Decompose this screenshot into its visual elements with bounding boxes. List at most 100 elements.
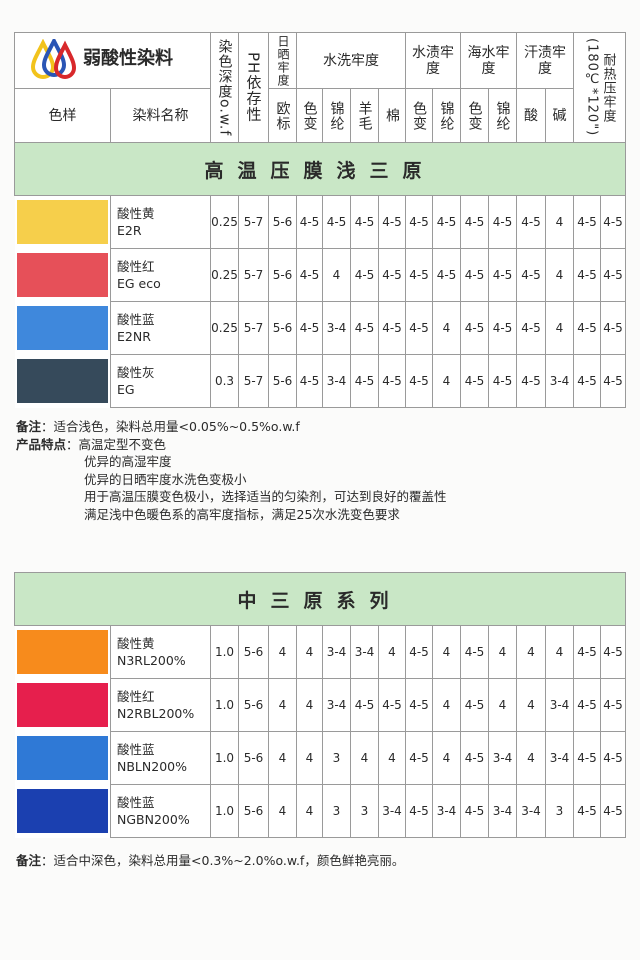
section-title: 中三原系列: [14, 572, 626, 626]
color-swatch-cell: [14, 625, 111, 679]
value-cell: 3-4: [488, 731, 517, 785]
value-cell: 4-5: [296, 354, 323, 408]
value-cell: 3-4: [545, 731, 574, 785]
color-swatch: [16, 306, 108, 350]
value-cell: 4-5: [405, 354, 433, 408]
dye-name-cell: 酸性黄 E2R: [110, 195, 211, 249]
value-cell: 5-6: [268, 195, 297, 249]
value-cell: 3-4: [488, 784, 517, 838]
sub-header: 色变: [460, 88, 489, 143]
value-cell: 4: [268, 784, 297, 838]
value-cell: 5-6: [238, 731, 269, 785]
value-cell: 4-5: [488, 301, 517, 355]
color-swatch: [16, 789, 108, 833]
value-cell: 4-5: [460, 354, 489, 408]
value-cell: 4: [516, 678, 546, 732]
value-cell: 4-5: [432, 195, 461, 249]
value-cell: 5-6: [238, 784, 269, 838]
value-cell: 4: [268, 731, 297, 785]
sub-header: 色变: [405, 88, 433, 143]
value-cell: 3-4: [322, 354, 351, 408]
value-cell: 4-5: [296, 301, 323, 355]
light-header: 日晒牢度: [268, 32, 297, 89]
value-cell: 5-6: [268, 301, 297, 355]
value-cell: 4-5: [350, 195, 379, 249]
sub-header: 锦纶: [322, 88, 351, 143]
value-cell: 4: [350, 731, 379, 785]
value-cell: 4-5: [322, 195, 351, 249]
value-cell: 4-5: [573, 301, 601, 355]
section-title: 高温压膜浅三原: [14, 142, 626, 196]
value-cell: 4: [268, 625, 297, 679]
value-cell: 4-5: [350, 301, 379, 355]
value-cell: 0.25: [210, 248, 239, 302]
value-cell: 4-5: [350, 248, 379, 302]
value-cell: 1.0: [210, 784, 239, 838]
table-row: 酸性蓝 NBLN200% 1.0 5-6 4 4 3 4 4 4-5 4 4-5 3-4 4 3-4 4-5 4…: [14, 731, 626, 785]
depth-header: 染色深度o.w.f: [210, 32, 239, 143]
value-cell: 4-5: [405, 731, 433, 785]
sub-header: 锦纶: [432, 88, 461, 143]
value-cell: 0.3: [210, 354, 239, 408]
value-cell: 4-5: [460, 625, 489, 679]
value-cell: 3: [350, 784, 379, 838]
drops-logo-icon: [30, 38, 77, 79]
value-cell: 4-5: [296, 248, 323, 302]
color-swatch-cell: [14, 248, 111, 302]
value-cell: 4-5: [378, 301, 406, 355]
value-cell: 4: [432, 731, 461, 785]
value-cell: 4: [432, 354, 461, 408]
swatch-header: 色样: [14, 88, 111, 143]
value-cell: 4-5: [460, 248, 489, 302]
value-cell: 4: [296, 625, 323, 679]
value-cell: 4: [545, 301, 574, 355]
value-cell: 4-5: [516, 248, 546, 302]
dye-name-cell: 酸性蓝 NGBN200%: [110, 784, 211, 838]
value-cell: 4-5: [600, 625, 626, 679]
color-swatch: [16, 683, 108, 727]
value-cell: 4: [516, 731, 546, 785]
name-header: 染料名称: [110, 88, 211, 143]
table-row: 酸性黄 E2R 0.25 5-7 5-6 4-5 4-5 4-5 4-5 4-5 4-5 4-5 4-5…: [14, 195, 626, 249]
value-cell: 3-4: [350, 625, 379, 679]
value-cell: 3-4: [516, 784, 546, 838]
value-cell: 4-5: [405, 195, 433, 249]
eu-header: 欧标: [268, 88, 297, 143]
value-cell: 4-5: [573, 354, 601, 408]
value-cell: 4: [488, 678, 517, 732]
dye-table-1: 弱酸性染料 染色深度o.w.f PH依存性 日晒牢度 水洗牢度 水渍牢度 海水牢…: [14, 32, 626, 408]
value-cell: 5-7: [238, 301, 269, 355]
value-cell: 4-5: [405, 248, 433, 302]
heat-header: 耐热压牢度(180℃*120"): [573, 32, 626, 143]
value-cell: 3-4: [322, 625, 351, 679]
table-row: 酸性红 N2RBL200% 1.0 5-6 4 4 3-4 4-5 4-5 4-5 4 4-5 4 4 3-…: [14, 678, 626, 732]
value-cell: 5-7: [238, 195, 269, 249]
dye-name-cell: 酸性蓝 E2NR: [110, 301, 211, 355]
value-cell: 4-5: [460, 678, 489, 732]
value-cell: 4-5: [573, 731, 601, 785]
value-cell: 4-5: [378, 248, 406, 302]
dye-name-cell: 酸性红 N2RBL200%: [110, 678, 211, 732]
value-cell: 4: [545, 625, 574, 679]
value-cell: 4-5: [405, 678, 433, 732]
sub-header: 棉: [378, 88, 406, 143]
color-swatch: [16, 359, 108, 403]
value-cell: 4-5: [600, 301, 626, 355]
value-cell: 4-5: [488, 248, 517, 302]
value-cell: 4-5: [432, 248, 461, 302]
value-cell: 4-5: [573, 625, 601, 679]
value-cell: 4: [378, 625, 406, 679]
color-swatch: [16, 736, 108, 780]
value-cell: 4-5: [405, 784, 433, 838]
value-cell: 4: [432, 301, 461, 355]
table-row: 酸性红 EG eco 0.25 5-7 5-6 4-5 4 4-5 4-5 4-5 4-5 4-5 4-…: [14, 248, 626, 302]
value-cell: 4-5: [378, 678, 406, 732]
sub-header: 锦纶: [488, 88, 517, 143]
value-cell: 4-5: [573, 248, 601, 302]
value-cell: 4: [488, 625, 517, 679]
value-cell: 4-5: [296, 195, 323, 249]
color-swatch-cell: [14, 354, 111, 408]
sub-header: 碱: [545, 88, 574, 143]
value-cell: 5-6: [268, 248, 297, 302]
value-cell: 4-5: [600, 784, 626, 838]
